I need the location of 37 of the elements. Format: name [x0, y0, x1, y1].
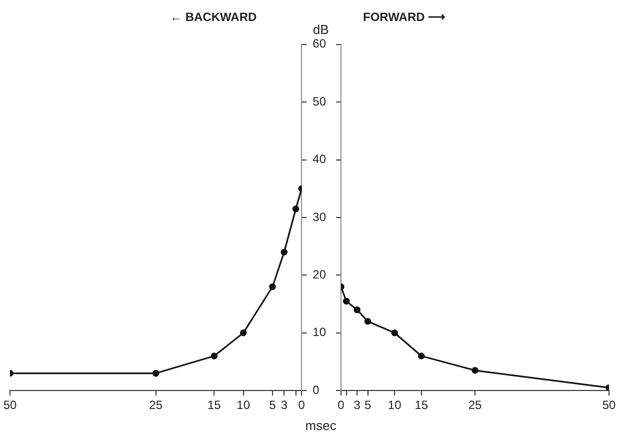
x-tick-label: 50 [602, 398, 616, 412]
x-tick-label: 10 [388, 398, 402, 412]
y-tick-label: 50 [312, 94, 326, 108]
y-tick-label: 0 [312, 382, 320, 397]
x-tick-label: 15 [207, 398, 222, 412]
point [354, 306, 360, 314]
point [152, 370, 160, 377]
x-tick-label: 3 [354, 398, 361, 412]
x-tick-label: 10 [236, 398, 250, 412]
x-tick-label: 15 [414, 398, 428, 412]
point [418, 352, 425, 360]
point [472, 367, 478, 374]
x-tick-label: 25 [149, 398, 163, 412]
x-tick-label: 0 [298, 398, 306, 412]
x-tick-label: 0 [338, 398, 345, 412]
point [292, 205, 300, 212]
point [269, 283, 276, 290]
x-tick-label: 5 [364, 398, 372, 412]
x-axis-title: msec [305, 418, 336, 433]
chart-title: FORWARD ⟶ [363, 10, 446, 24]
y-tick-label: 20 [312, 268, 326, 282]
y-tick-label: 30 [312, 210, 326, 224]
x-tick-label: 50 [3, 398, 17, 412]
y-tick-label: 40 [312, 152, 326, 166]
y-axis-title: dB [312, 22, 329, 38]
point [342, 298, 350, 305]
point [280, 248, 288, 256]
x-tick-label: 3 [280, 398, 288, 412]
point [240, 330, 247, 336]
x-tick-label: 5 [269, 398, 276, 412]
point [364, 318, 372, 325]
point [391, 330, 398, 336]
y-tick-label: 10 [312, 325, 326, 340]
point [210, 352, 218, 360]
y-tick-label: 60 [312, 36, 326, 51]
x-tick-label: 25 [468, 398, 482, 412]
chart-title: ← BACKWARD [170, 10, 257, 24]
